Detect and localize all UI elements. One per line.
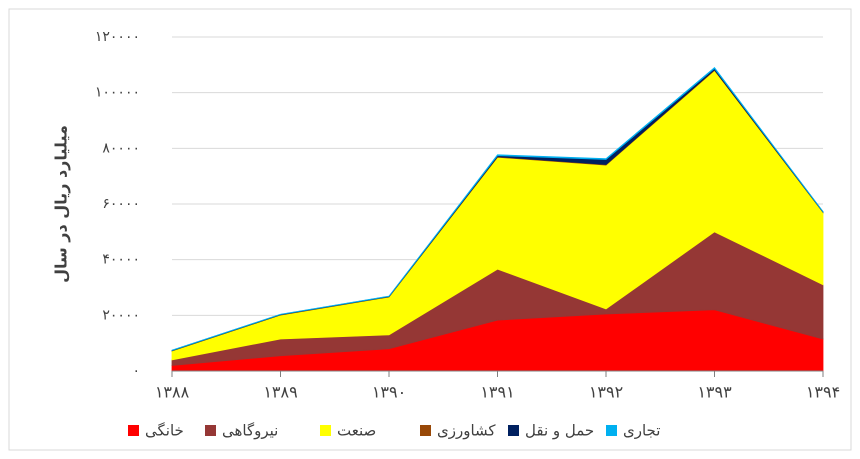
legend-label: صنعت	[337, 422, 376, 440]
x-tick-label: ۱۳۸۸	[155, 383, 190, 402]
y-tick-label: ۶۰۰۰۰	[102, 196, 140, 212]
legend-label: حمل و نقل	[525, 422, 594, 440]
y-tick-label: ۱۲۰۰۰۰	[95, 29, 140, 45]
x-tick-label: ۱۳۹۴	[806, 383, 840, 402]
legend-swatch	[205, 425, 216, 436]
y-tick-label: ۰	[132, 363, 140, 379]
y-tick-label: ۸۰۰۰۰	[102, 140, 140, 156]
legend-swatch	[128, 425, 139, 436]
y-tick-label: ۲۰۰۰۰	[102, 307, 140, 323]
legend-label: تجاری	[623, 422, 660, 440]
x-tick-label: ۱۳۸۹	[263, 383, 297, 402]
legend-swatch	[420, 425, 431, 436]
legend-label: نیروگاهی	[222, 422, 278, 440]
legend-label: خانگی	[145, 422, 184, 440]
x-tick-label: ۱۳۹۰	[372, 383, 406, 402]
x-tick-label: ۱۳۹۳	[697, 383, 732, 402]
legend-label: کشاورزی	[437, 422, 496, 440]
legend-swatch	[320, 425, 331, 436]
y-tick-label: ۴۰۰۰۰	[102, 252, 140, 268]
legend-swatch	[508, 425, 519, 436]
legend-swatch	[606, 425, 617, 436]
y-axis-label: میلیارد ریال در سال	[52, 125, 71, 283]
area	[171, 67, 824, 351]
y-tick-label: ۱۰۰۰۰۰	[95, 85, 140, 101]
x-tick-label: ۱۳۹۱	[480, 383, 514, 402]
x-tick-label: ۱۳۹۲	[589, 383, 623, 402]
